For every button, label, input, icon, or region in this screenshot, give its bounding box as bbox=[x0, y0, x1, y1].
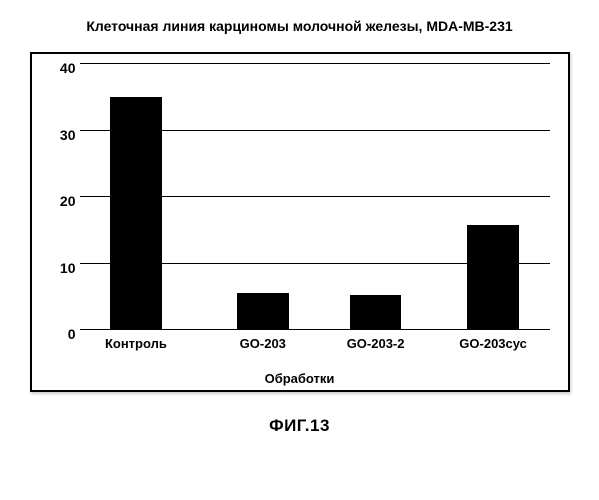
x-axis-labels: Контроль GO-203 GO-203-2 GO-203сус bbox=[80, 334, 550, 366]
bar bbox=[350, 295, 402, 330]
bar bbox=[237, 293, 289, 330]
x-axis-title: Обработки bbox=[32, 371, 568, 386]
y-tick-label: 10 bbox=[42, 260, 76, 276]
y-tick-label: 20 bbox=[42, 193, 76, 209]
y-tick-label: 40 bbox=[42, 60, 76, 76]
bar bbox=[110, 97, 162, 330]
x-tick-label: GO-203сус bbox=[459, 336, 527, 351]
x-tick-label: GO-203 bbox=[240, 336, 286, 351]
figure-label: ФИГ.13 bbox=[24, 416, 575, 436]
x-tick-label: Контроль bbox=[105, 336, 167, 351]
y-tick-label: 0 bbox=[42, 326, 76, 342]
chart-box: Контроль GO-203 GO-203-2 GO-203сус Обработк… bbox=[30, 52, 570, 392]
bar bbox=[467, 225, 519, 330]
chart-title: Клеточная линия карциномы молочной желез… bbox=[24, 18, 575, 34]
plot-area bbox=[80, 68, 550, 330]
grid-line bbox=[80, 63, 550, 64]
y-tick-label: 30 bbox=[42, 127, 76, 143]
x-tick-label: GO-203-2 bbox=[347, 336, 405, 351]
figure-container: Клеточная линия карциномы молочной желез… bbox=[0, 0, 599, 500]
